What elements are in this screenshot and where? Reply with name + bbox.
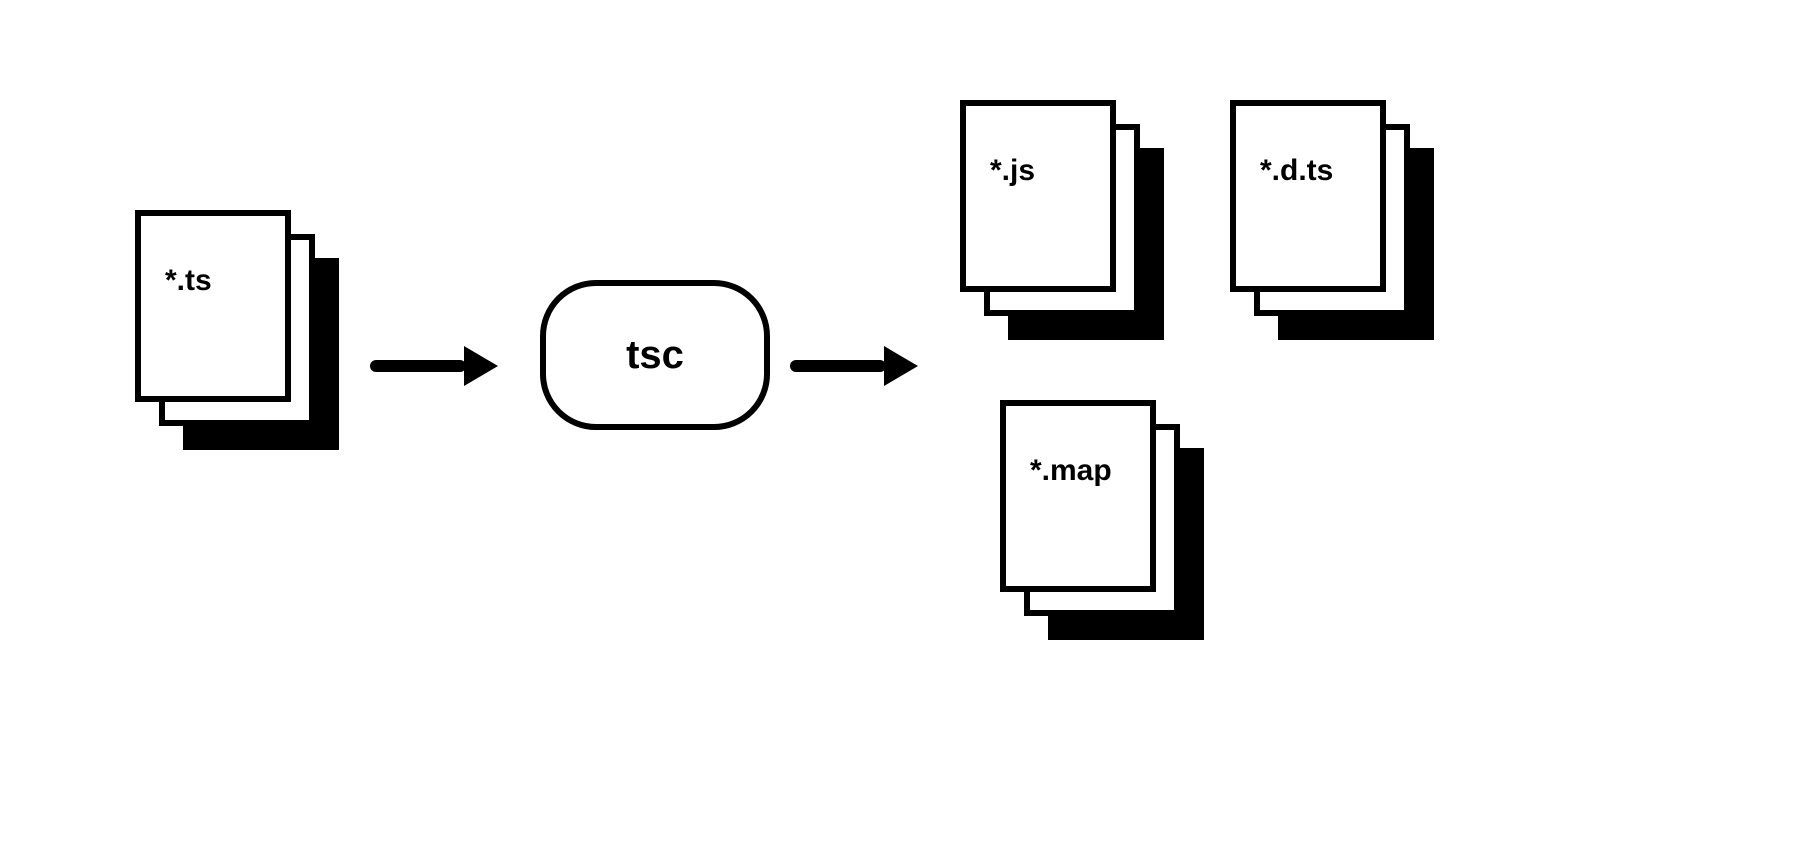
file-stack-output-dts: *.d.ts [1230,100,1434,340]
arrow-head-icon [464,346,498,386]
arrow-input-to-compiler [370,346,498,386]
arrow-line-icon [790,360,886,372]
file-label: *.d.ts [1260,154,1333,188]
file-stack-output-map: *.map [1000,400,1204,640]
compiler-label: tsc [626,333,684,378]
diagram-canvas: *.ts tsc *.js *.d.ts *.map [0,0,1820,868]
arrow-line-icon [370,360,466,372]
file-stack-input-ts: *.ts [135,210,339,450]
file-label: *.ts [165,264,212,298]
compiler-node: tsc [540,280,770,430]
file-page-front [135,210,291,402]
arrow-compiler-to-outputs [790,346,918,386]
arrow-head-icon [884,346,918,386]
file-page-front [1230,100,1386,292]
file-page-front [960,100,1116,292]
file-label: *.map [1030,454,1112,488]
file-label: *.js [990,154,1035,188]
file-page-front [1000,400,1156,592]
file-stack-output-js: *.js [960,100,1164,340]
